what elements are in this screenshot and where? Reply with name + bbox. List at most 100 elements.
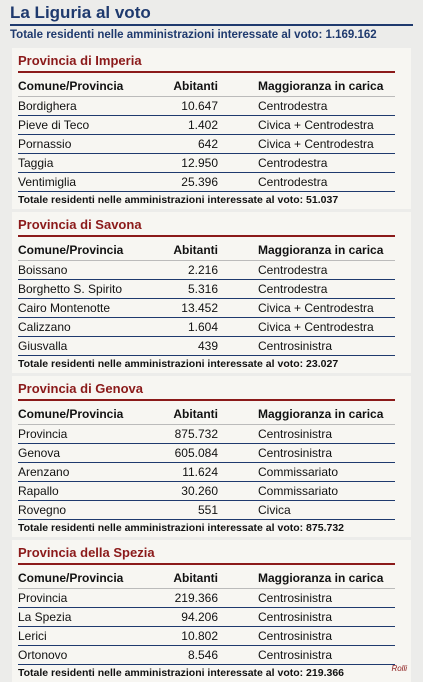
column-header: Abitanti bbox=[173, 407, 218, 421]
cell: Arenzano bbox=[18, 465, 70, 479]
table-row: Cairo Montenotte 13.452 Civica + Centrodes… bbox=[18, 299, 395, 318]
column-header: Abitanti bbox=[173, 79, 218, 93]
section-total: Totale residenti nelle amministrazioni i… bbox=[18, 358, 339, 370]
cell: Genova bbox=[18, 446, 61, 460]
cell: Centrosinistra bbox=[258, 591, 333, 605]
cell: Civica + Centrodestra bbox=[258, 320, 374, 334]
section-title: Provincia di Genova bbox=[18, 379, 395, 401]
cell: Rapallo bbox=[18, 484, 59, 498]
cell: Centrodestra bbox=[258, 156, 328, 170]
cell: Ortonovo bbox=[18, 648, 68, 662]
cell: 11.624 bbox=[182, 465, 218, 479]
cell: Commissariato bbox=[258, 484, 339, 498]
header: La Liguria al voto Totale residenti nell… bbox=[0, 0, 423, 44]
column-header: Comune/Provincia bbox=[18, 571, 124, 585]
section-panel: Provincia di Genova Comune/Provincia Abita… bbox=[12, 376, 411, 537]
cell: 12.950 bbox=[181, 156, 218, 170]
header-row: Comune/Provincia Abitanti Maggioranza in c… bbox=[18, 405, 395, 425]
cell: 10.802 bbox=[181, 629, 218, 643]
cell: 10.647 bbox=[181, 99, 218, 113]
subtitle: Totale residenti nelle amministrazioni i… bbox=[10, 29, 377, 41]
title: La Liguria al voto bbox=[10, 2, 413, 26]
column-header: Abitanti bbox=[173, 243, 218, 257]
cell: 25.396 bbox=[181, 175, 218, 189]
cell: Boissano bbox=[18, 263, 68, 277]
cell: Centrodestra bbox=[258, 263, 328, 277]
section-total: Totale residenti nelle amministrazioni i… bbox=[18, 522, 345, 534]
cell: Pieve di Teco bbox=[18, 118, 90, 132]
cell: Rovegno bbox=[18, 503, 67, 517]
cell: 94.206 bbox=[181, 610, 218, 624]
header-row: Comune/Provincia Abitanti Maggioranza in c… bbox=[18, 241, 395, 261]
table-row: Pornassio 642 Civica + Centrodestra bbox=[18, 135, 395, 154]
table-row: Provincia 219.366 Centrosinistra bbox=[18, 589, 395, 608]
header-row: Comune/Provincia Abitanti Maggioranza in c… bbox=[18, 77, 395, 97]
cell: 219.366 bbox=[174, 591, 218, 605]
table-row: Rovegno 551 Civica bbox=[18, 501, 395, 520]
column-header: Maggioranza in carica bbox=[258, 407, 384, 421]
column-header: Maggioranza in carica bbox=[258, 79, 384, 93]
cell: 551 bbox=[197, 503, 218, 517]
cell: Centrosinistra bbox=[258, 610, 333, 624]
table-row: Giusvalla 439 Centrosinistra bbox=[18, 337, 395, 356]
cell: Centrosinistra bbox=[258, 427, 333, 441]
cell: Cairo Montenotte bbox=[18, 301, 111, 315]
table-row: Provincia 875.732 Centrosinistra bbox=[18, 425, 395, 444]
table-row: Lerici 10.802 Centrosinistra bbox=[18, 627, 395, 646]
cell: Provincia bbox=[18, 427, 68, 441]
cell: 8.546 bbox=[187, 648, 218, 662]
section-title: Provincia della Spezia bbox=[18, 543, 395, 565]
cell: Lerici bbox=[18, 629, 47, 643]
table-row: Bordighera 10.647 Centrodestra bbox=[18, 97, 395, 116]
cell: 1.604 bbox=[187, 320, 218, 334]
cell: Centrodestra bbox=[258, 282, 328, 296]
cell: Centrosinistra bbox=[258, 629, 333, 643]
cell: Bordighera bbox=[18, 99, 77, 113]
table-row: Arenzano 11.624 Commissariato bbox=[18, 463, 395, 482]
table-row: Ortonovo 8.546 Centrosinistra bbox=[18, 646, 395, 665]
table-row: Boissano 2.216 Centrodestra bbox=[18, 261, 395, 280]
cell: 2.216 bbox=[187, 263, 218, 277]
column-header: Comune/Provincia bbox=[18, 407, 124, 421]
cell: Civica bbox=[258, 503, 291, 517]
table-row: La Spezia 94.206 Centrosinistra bbox=[18, 608, 395, 627]
table-row: Ventimiglia 25.396 Centrodestra bbox=[18, 173, 395, 192]
section-panel: Provincia di Imperia Comune/Provincia Abit… bbox=[12, 48, 411, 209]
section-title: Provincia di Savona bbox=[18, 215, 395, 237]
table-row: Pieve di Teco 1.402 Civica + Centrodestra bbox=[18, 116, 395, 135]
column-header: Comune/Provincia bbox=[18, 79, 124, 93]
cell: 1.402 bbox=[187, 118, 218, 132]
cell: 642 bbox=[197, 137, 218, 151]
table-row: Calizzano 1.604 Civica + Centrodestra bbox=[18, 318, 395, 337]
cell: Taggia bbox=[18, 156, 54, 170]
cell: La Spezia bbox=[18, 610, 72, 624]
section-total: Totale residenti nelle amministrazioni i… bbox=[18, 194, 339, 206]
cell: Pornassio bbox=[18, 137, 72, 151]
cell: Civica + Centrodestra bbox=[258, 137, 374, 151]
table-row: Borghetto S. Spirito 5.316 Centrodestra bbox=[18, 280, 395, 299]
cell: 439 bbox=[197, 339, 218, 353]
cell: Calizzano bbox=[18, 320, 71, 334]
cell: Civica + Centrodestra bbox=[258, 118, 374, 132]
cell: Centrosinistra bbox=[258, 339, 333, 353]
table-row: Taggia 12.950 Centrodestra bbox=[18, 154, 395, 173]
cell: Ventimiglia bbox=[18, 175, 77, 189]
column-header: Maggioranza in carica bbox=[258, 571, 384, 585]
credit: Rolli bbox=[391, 664, 407, 673]
cell: Centrodestra bbox=[258, 99, 328, 113]
cell: 5.316 bbox=[187, 282, 218, 296]
column-header: Maggioranza in carica bbox=[258, 243, 384, 257]
cell: Giusvalla bbox=[18, 339, 68, 353]
column-header: Comune/Provincia bbox=[18, 243, 124, 257]
cell: Commissariato bbox=[258, 465, 339, 479]
cell: Borghetto S. Spirito bbox=[18, 282, 123, 296]
cell: Centrosinistra bbox=[258, 446, 333, 460]
table-row: Rapallo 30.260 Commissariato bbox=[18, 482, 395, 501]
cell: Civica + Centrodestra bbox=[258, 301, 374, 315]
column-header: Abitanti bbox=[173, 571, 218, 585]
cell: 13.452 bbox=[181, 301, 218, 315]
cell: 605.084 bbox=[174, 446, 218, 460]
table-row: Genova 605.084 Centrosinistra bbox=[18, 444, 395, 463]
cell: Centrodestra bbox=[258, 175, 328, 189]
